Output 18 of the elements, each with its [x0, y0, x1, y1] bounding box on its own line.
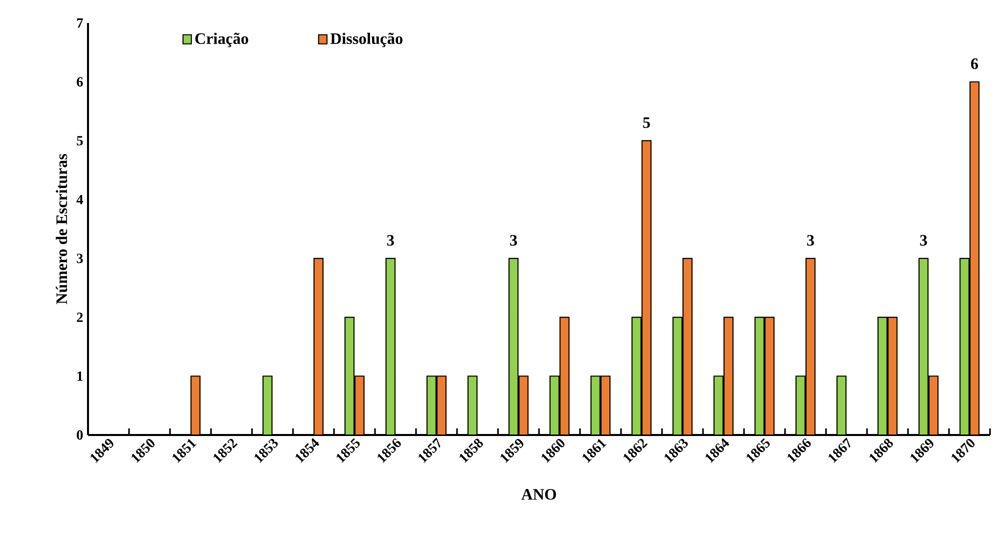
data-label: 3 — [510, 234, 517, 246]
data-label: 5 — [643, 117, 650, 128]
y-tick-label: 1 — [77, 372, 83, 381]
y-tick-label: 4 — [76, 194, 84, 204]
data-label: 3 — [920, 234, 927, 246]
x-axis-title: ANO — [521, 489, 556, 500]
y-tick-label: 2 — [76, 312, 83, 322]
data-label: 3 — [807, 234, 814, 246]
legend-label: Criação — [195, 32, 248, 48]
data-label: 3 — [387, 234, 394, 246]
y-axis-title: Número de Escrituras — [56, 154, 68, 304]
legend-label: Dissolução — [330, 32, 402, 48]
data-label: 6 — [971, 58, 978, 70]
y-tick-label: 7 — [77, 18, 83, 28]
y-tick-label: 3 — [76, 254, 83, 264]
y-tick-label: 5 — [76, 136, 83, 146]
y-tick-label: 0 — [76, 430, 83, 440]
y-tick-label: 6 — [76, 77, 83, 87]
